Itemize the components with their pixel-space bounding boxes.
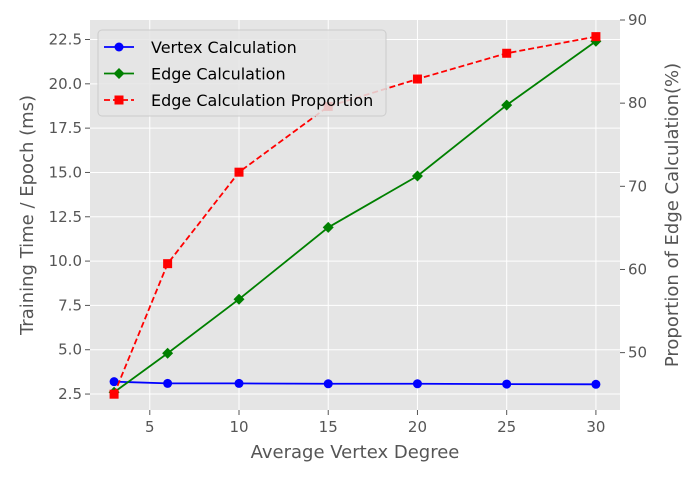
y-left-tick-label: 15.0 [49,163,82,181]
series-2-point [234,167,244,177]
legend-box [97,29,387,117]
series-0-point [234,378,244,388]
legend-marker-2 [114,95,124,105]
y-left-tick-label: 5.0 [58,341,82,359]
y-left-tick-label: 10.0 [49,252,82,270]
series-0-point [109,377,119,387]
y-left-tick-label: 20.0 [49,75,82,93]
series-2-point [412,74,422,84]
x-tick-label: 30 [586,418,605,436]
x-tick-label: 15 [319,418,338,436]
y-right-tick-label: 50 [628,344,647,362]
series-1-point [411,170,423,182]
x-tick-label: 10 [229,418,248,436]
y-left-axis-label: Training Time / Epoch (ms) [17,95,38,336]
series-0-point [163,378,173,388]
y-right-tick-label: 70 [628,177,647,195]
legend-label-1: Edge Calculation [151,65,286,84]
y-right-ticks: 50 60 70 80 90 [620,11,647,362]
y-right-axis-label: Proportion of Edge Calculation(%) [662,63,683,367]
x-tick-label: 25 [497,418,516,436]
series-1-point [322,221,334,233]
y-left-tick-label: 22.5 [49,31,82,49]
series-1-point [233,293,245,305]
series-0-point [412,379,422,389]
series-0-point [591,379,601,389]
legend-marker-1 [113,68,125,79]
y-left-tick-label: 12.5 [49,208,82,226]
y-left-ticks: 2.5 5.0 7.5 10.0 12.5 15.0 17.5 20.0 22.5 [49,31,90,403]
series-1-point [162,347,174,359]
legend-label-2: Edge Calculation Proportion [151,91,373,110]
y-left-tick-label: 2.5 [58,385,82,403]
legend-label-0: Vertex Calculation [151,38,297,57]
legend-marker-0 [114,42,124,52]
series-1-point [501,99,513,111]
series-0-point [502,379,512,389]
legend: Vertex Calculation Edge Calculation Edge C… [97,29,387,117]
series-0-point [323,379,333,389]
x-ticks: 5 10 15 20 25 30 [145,410,605,436]
x-tick-label: 5 [145,418,155,436]
y-right-tick-label: 80 [628,94,647,112]
y-left-tick-label: 7.5 [58,296,82,314]
x-tick-label: 20 [408,418,427,436]
series-2-point [163,259,173,269]
x-axis-label: Average Vertex Degree [251,442,460,463]
series-2-point [502,48,512,58]
y-right-tick-label: 60 [628,260,647,278]
y-right-tick-label: 90 [628,11,647,29]
y-left-tick-label: 17.5 [49,119,82,137]
series-2-point [109,389,119,399]
series-2-point [591,32,601,42]
